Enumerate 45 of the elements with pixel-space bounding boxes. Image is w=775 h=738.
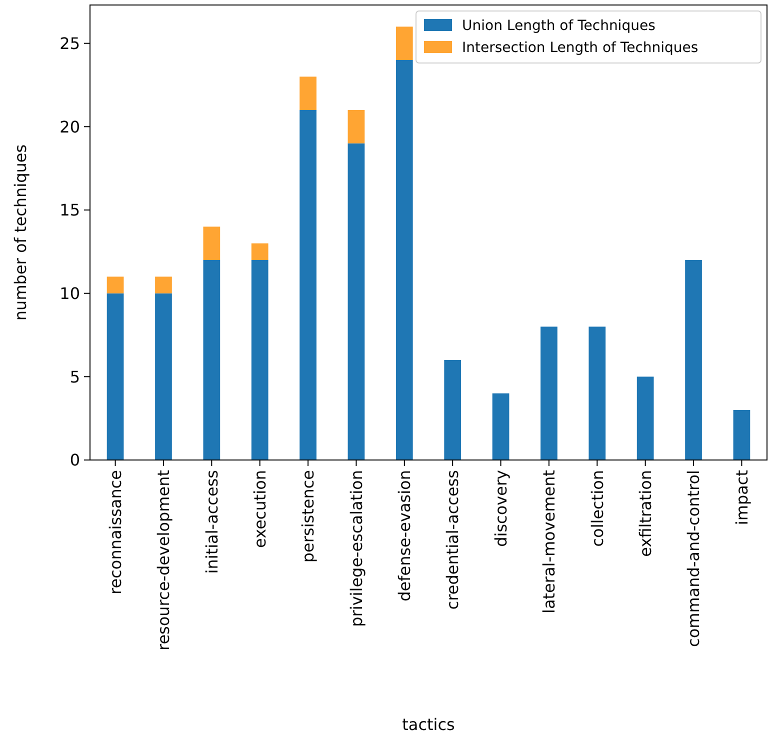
x-tick-label: exfiltration: [636, 470, 655, 557]
bar: [396, 26, 413, 60]
legend-label: Intersection Length of Techniques: [462, 40, 698, 56]
y-tick-label: 25: [60, 34, 80, 53]
x-tick-label: command-and-control: [684, 470, 704, 647]
bar: [203, 260, 220, 460]
bar: [685, 260, 702, 460]
x-tick-label: discovery: [491, 470, 510, 547]
y-tick-label: 20: [60, 117, 80, 136]
x-tick-label: impact: [732, 470, 752, 526]
bar: [492, 393, 510, 460]
bar: [155, 276, 172, 294]
x-axis-title: tactics: [402, 715, 455, 734]
bar: [251, 260, 268, 460]
bar: [348, 110, 365, 144]
bar: [540, 326, 558, 460]
bar: [300, 110, 316, 460]
legend-label: Union Length of Techniques: [462, 18, 656, 34]
x-tick-label: defense-evasion: [395, 470, 414, 602]
bar: [155, 293, 172, 460]
y-tick-label: 0: [70, 450, 80, 470]
x-tick-label: credential-access: [443, 470, 462, 610]
x-tick-label: reconnaissance: [106, 470, 125, 594]
bar: [588, 326, 606, 460]
y-tick-label: 10: [60, 284, 80, 303]
x-tick-label: collection: [588, 470, 607, 547]
x-tick-label: resource-development: [154, 470, 174, 651]
bar: [444, 360, 462, 460]
y-tick-label: 5: [70, 367, 80, 386]
bar: [348, 143, 365, 460]
bar: [203, 226, 220, 260]
bar: [733, 410, 750, 460]
bar: [106, 293, 124, 460]
x-tick-label: persistence: [298, 470, 318, 563]
x-tick-label: execution: [250, 470, 270, 548]
y-tick-label: 15: [60, 200, 80, 220]
y-axis-title: number of techniques: [11, 144, 30, 321]
bar: [300, 76, 316, 110]
bar: [106, 276, 124, 294]
bar: [251, 243, 268, 260]
x-tick-label: privilege-escalation: [346, 470, 366, 627]
bar: [636, 376, 654, 460]
x-tick-label: initial-access: [202, 470, 222, 574]
bar: [396, 60, 413, 460]
x-tick-label: lateral-movement: [540, 470, 559, 614]
